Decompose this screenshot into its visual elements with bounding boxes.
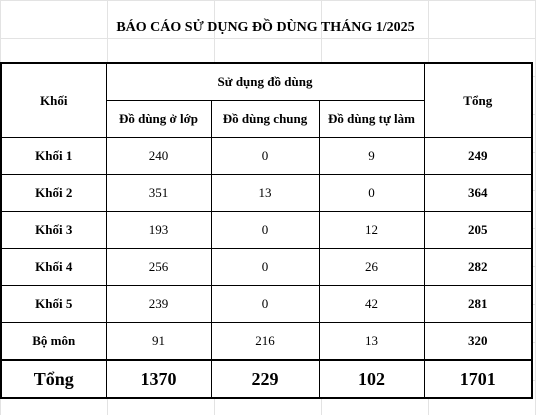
header-cell: Sử dụng đồ dùng xyxy=(105,62,425,101)
table-cell: 193 xyxy=(105,211,212,249)
table-cell: 0 xyxy=(210,211,320,249)
table-cell: 256 xyxy=(105,248,212,286)
table-cell: Tổng xyxy=(0,359,107,399)
report-title: BÁO CÁO SỬ DỤNG ĐỒ DÙNG THÁNG 1/2025 xyxy=(116,20,415,35)
table-cell: 249 xyxy=(423,137,533,175)
header-cell: Đồ dùng tự làm xyxy=(318,100,425,138)
table-row: Bộ môn 91 216 13 320 xyxy=(0,322,533,361)
table-cell: 26 xyxy=(318,248,425,286)
table-row: Khối 1 240 0 9 249 xyxy=(0,137,533,175)
table-row: Khối 3 193 0 12 205 xyxy=(0,211,533,249)
table-cell: 42 xyxy=(318,285,425,323)
table-cell: Khối 4 xyxy=(0,248,107,286)
table-cell: 351 xyxy=(105,174,212,212)
report-table: Khối Sử dụng đồ dùng Tổng Đồ dùng ở lớp … xyxy=(0,62,533,399)
table-cell: Khối 3 xyxy=(0,211,107,249)
table-cell: 13 xyxy=(318,322,425,361)
table-cell: 216 xyxy=(210,322,320,361)
table-cell: 9 xyxy=(318,137,425,175)
table-cell: 282 xyxy=(423,248,533,286)
table-cell: 102 xyxy=(318,359,425,399)
table-cell: Khối 5 xyxy=(0,285,107,323)
table-cell: 364 xyxy=(423,174,533,212)
table-cell: 281 xyxy=(423,285,533,323)
table-cell: 1701 xyxy=(423,359,533,399)
table-cell: Khối 1 xyxy=(0,137,107,175)
table-row: Tổng 1370 229 102 1701 xyxy=(0,359,533,399)
table-cell: 229 xyxy=(210,359,320,399)
table-cell: Khối 2 xyxy=(0,174,107,212)
table-cell: 0 xyxy=(210,248,320,286)
table-row: Khối 5 239 0 42 281 xyxy=(0,285,533,323)
table-cell: 13 xyxy=(210,174,320,212)
header-cell: Khối xyxy=(0,62,107,138)
table-cell: 91 xyxy=(105,322,212,361)
table-cell: 240 xyxy=(105,137,212,175)
header-cell: Đồ dùng ở lớp xyxy=(105,100,212,138)
header-cell: Tổng xyxy=(423,62,533,138)
table-cell: 239 xyxy=(105,285,212,323)
table-cell: 1370 xyxy=(105,359,212,399)
table-cell: 0 xyxy=(318,174,425,212)
table-cell: 0 xyxy=(210,285,320,323)
table-cell: 12 xyxy=(318,211,425,249)
table-cell: 205 xyxy=(423,211,533,249)
table-cell: Bộ môn xyxy=(0,322,107,361)
table-row: Khối 2 351 13 0 364 xyxy=(0,174,533,212)
table-row: Khối 4 256 0 26 282 xyxy=(0,248,533,286)
table-cell: 0 xyxy=(210,137,320,175)
table-cell: 320 xyxy=(423,322,533,361)
header-cell: Đồ dùng chung xyxy=(210,100,320,138)
